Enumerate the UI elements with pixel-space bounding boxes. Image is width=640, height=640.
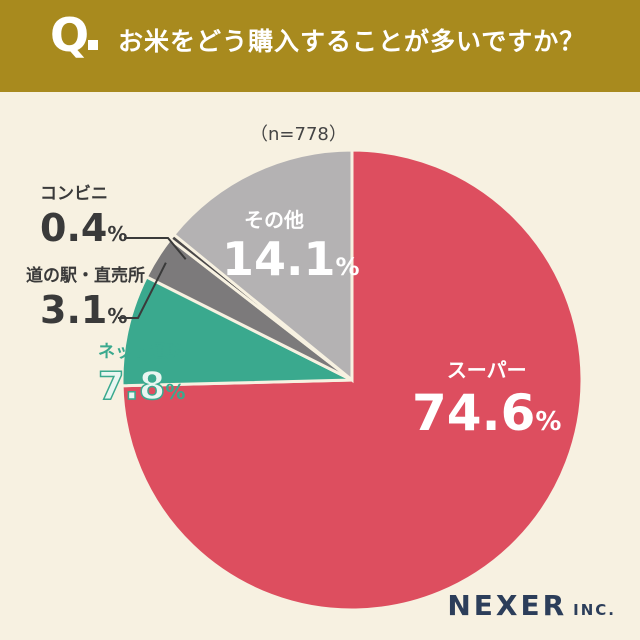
slice-unit-michinoeki: % <box>107 304 128 328</box>
leader-line-michinoeki <box>118 262 167 319</box>
question-text: お米をどう購入することが多いですか？ <box>118 27 586 56</box>
pie-slices <box>120 148 584 612</box>
slice-unit-other: % <box>335 253 360 281</box>
slice-unit-super: % <box>535 407 562 437</box>
slice-label-super: スーパー 74.6% <box>412 360 561 438</box>
pie-slice-other <box>171 148 354 384</box>
slice-unit-net: % <box>165 380 186 404</box>
pie-slice-net <box>120 274 353 388</box>
q-dot <box>88 40 98 50</box>
leader-lines <box>118 237 187 319</box>
leader-line-convenience <box>124 237 187 260</box>
sample-size: （n=778） <box>250 124 347 145</box>
slice-label-net: ネット通販 7.8% <box>97 342 186 408</box>
slice-label-other: その他 14.1% <box>222 210 360 282</box>
slice-name-convenience: コンビニ <box>40 184 108 204</box>
slice-name-other: その他 <box>244 208 304 232</box>
slice-value-convenience: 0.4 <box>40 206 108 250</box>
slice-name-super: スーパー <box>446 358 527 382</box>
slice-value-net: 7.8 <box>97 364 166 408</box>
slice-unit-convenience: % <box>107 222 128 246</box>
question-header: Q お米をどう購入することが多いですか？ <box>0 0 640 92</box>
brand-name: NEXER <box>447 589 568 622</box>
brand-suffix: INC. <box>573 601 616 619</box>
slice-label-convenience: コンビニ 0.4% <box>40 184 128 250</box>
slice-name-net: ネット通販 <box>98 342 183 362</box>
slice-name-michinoeki: 道の駅・直売所 <box>26 266 145 286</box>
nexer-logo: NEXER INC. <box>447 589 616 622</box>
q-mark: Q <box>50 8 90 62</box>
slice-label-michinoeki: 道の駅・直売所 3.1% <box>26 266 145 332</box>
slice-value-michinoeki: 3.1 <box>40 288 108 332</box>
slice-value-super: 74.6 <box>412 384 536 442</box>
slice-value-other: 14.1 <box>222 232 336 286</box>
